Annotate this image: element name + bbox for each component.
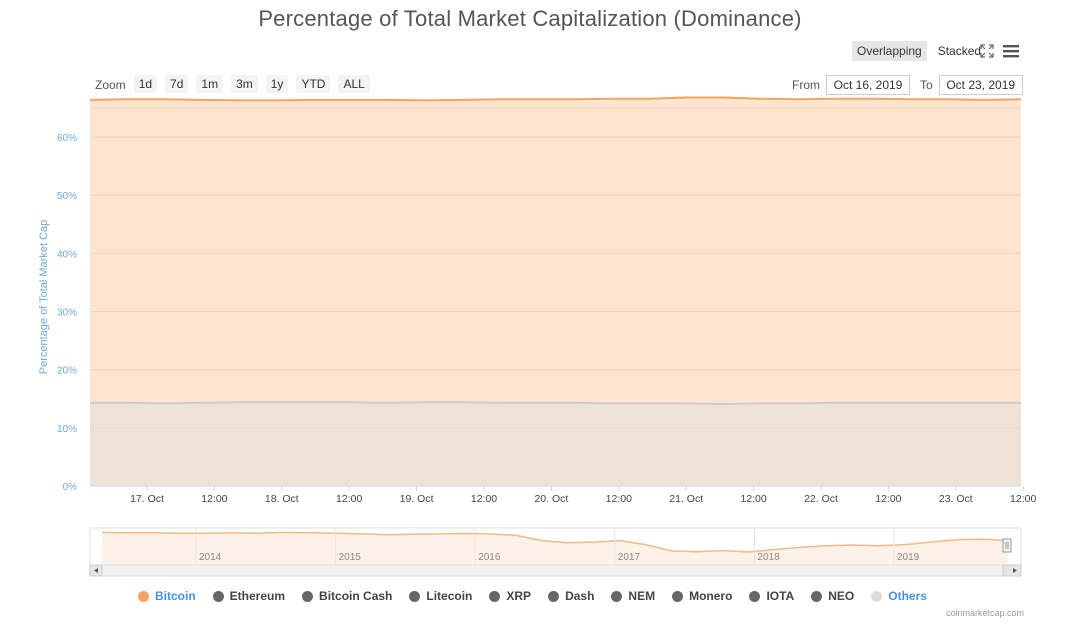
bitcoin-area <box>90 97 1021 486</box>
x-tick-label: 20. Oct <box>534 493 568 505</box>
navigator-line <box>101 531 1009 553</box>
y-tick-label: 60% <box>57 133 77 144</box>
stacked-button[interactable]: Stacked <box>937 44 982 58</box>
chart-title: Percentage of Total Market Capitalizatio… <box>258 6 802 31</box>
scrollbar-track <box>89 564 1022 577</box>
navigator-frame <box>89 527 1022 566</box>
scroll-left-arrow-icon <box>94 568 98 573</box>
navigator-area <box>102 532 1008 565</box>
zoom-bar: Zoom 1d 7d 1m 3m 1y YTD ALL <box>95 75 378 93</box>
zoom-1m-button[interactable]: 1m <box>196 75 224 93</box>
legend-item-iota[interactable]: IOTA <box>749 589 794 603</box>
hamburger-menu-icon[interactable] <box>1003 44 1019 58</box>
legend-label: Dash <box>565 589 595 603</box>
scrollbar-right-button <box>1002 564 1022 577</box>
legend-label: Others <box>888 589 927 603</box>
legend-item-nem[interactable]: NEM <box>611 589 655 603</box>
legend-item-neo[interactable]: NEO <box>811 589 854 603</box>
x-tick-label: 17. Oct <box>130 493 164 505</box>
legend-marker-icon <box>672 590 684 602</box>
x-tick-label: 19. Oct <box>400 493 434 505</box>
x-tick-label: 12:00 <box>201 493 227 505</box>
x-tick-label: 12:00 <box>875 493 901 505</box>
legend-marker-icon <box>302 590 314 602</box>
legend-item-bitcoin-cash[interactable]: Bitcoin Cash <box>302 589 392 603</box>
y-tick-label: 30% <box>57 308 77 319</box>
zoom-all-button[interactable]: ALL <box>338 75 370 93</box>
scroll-right-arrow-icon <box>1013 568 1017 573</box>
legend-label: NEM <box>628 589 656 603</box>
y-tick-label: 0% <box>63 482 78 493</box>
overlapping-button[interactable]: Overlapping <box>852 41 927 61</box>
from-date-input[interactable]: Oct 16, 2019 <box>826 75 910 95</box>
others-line <box>90 401 1021 406</box>
navigator-year-label: 2015 <box>339 552 362 563</box>
from-label: From <box>792 78 820 92</box>
legend-marker-icon <box>871 590 883 602</box>
zoom-label: Zoom <box>95 78 126 92</box>
legend-label: XRP <box>506 589 532 603</box>
navigator-year-label: 2016 <box>478 552 501 563</box>
y-axis-title: Percentage of Total Market Cap <box>38 220 50 375</box>
others-area <box>90 402 1021 486</box>
legend-label: Litecoin <box>426 589 473 603</box>
zoom-1d-button[interactable]: 1d <box>133 75 158 93</box>
legend-label: Bitcoin <box>155 589 196 603</box>
legend-marker-icon <box>611 590 623 602</box>
bitcoin-line <box>89 96 1022 102</box>
date-range-selector: From Oct 16, 2019 To Oct 23, 2019 <box>792 75 1023 95</box>
navigator-handle <box>1002 538 1012 553</box>
to-date-input[interactable]: Oct 23, 2019 <box>938 75 1023 95</box>
legend-label: Monero <box>689 589 733 603</box>
legend-label: Ethereum <box>229 589 286 603</box>
legend-marker-icon <box>138 590 149 602</box>
legend-marker-icon <box>212 590 224 602</box>
zoom-7d-button[interactable]: 7d <box>165 75 189 93</box>
x-tick-label: 12:00 <box>606 493 632 505</box>
legend: Bitcoin Ethereum Bitcoin Cash Litecoin X… <box>138 589 944 603</box>
y-tick-label: 40% <box>57 249 77 260</box>
legend-item-dash[interactable]: Dash <box>548 589 594 603</box>
y-tick-label: 50% <box>57 191 77 202</box>
navigator-year-label: 2018 <box>757 552 780 563</box>
legend-label: NEO <box>828 589 855 603</box>
to-label: To <box>920 78 933 92</box>
legend-item-bitcoin[interactable]: Bitcoin <box>138 589 196 603</box>
legend-marker-icon <box>811 590 823 602</box>
legend-item-monero[interactable]: Monero <box>672 589 732 603</box>
zoom-3m-button[interactable]: 3m <box>231 75 258 93</box>
zoom-ytd-button[interactable]: YTD <box>296 75 331 93</box>
plot-background <box>90 108 1021 486</box>
x-tick-label: 12:00 <box>740 493 766 505</box>
y-tick-label: 20% <box>57 366 77 377</box>
x-tick-label: 18. Oct <box>265 493 299 505</box>
fullscreen-icon[interactable] <box>980 44 994 58</box>
legend-marker-icon <box>749 590 761 602</box>
navigator-year-label: 2017 <box>618 552 641 563</box>
x-tick-label: 21. Oct <box>669 493 703 505</box>
legend-item-xrp[interactable]: XRP <box>489 589 531 603</box>
credit-text: coinmarketcap.com <box>946 608 1025 618</box>
x-tick-label: 23. Oct <box>939 493 973 505</box>
x-tick-label: 12:00 <box>1010 493 1036 505</box>
legend-marker-icon <box>409 590 421 602</box>
x-tick-label: 22. Oct <box>804 493 838 505</box>
x-tick-label: 12:00 <box>336 493 362 505</box>
view-mode-toggle: Overlapping Stacked <box>852 41 986 61</box>
legend-marker-icon <box>548 590 560 602</box>
y-tick-label: 10% <box>57 424 77 435</box>
x-tick-label: 12:00 <box>471 493 497 505</box>
navigator-year-label: 2019 <box>897 552 920 563</box>
legend-label: IOTA <box>766 589 795 603</box>
legend-item-ethereum[interactable]: Ethereum <box>212 589 286 603</box>
legend-item-others[interactable]: Others <box>871 589 927 603</box>
zoom-1y-button[interactable]: 1y <box>265 75 289 93</box>
navigator-year-label: 2014 <box>199 552 222 563</box>
legend-marker-icon <box>489 590 501 602</box>
legend-label: Bitcoin Cash <box>319 589 393 603</box>
legend-item-litecoin[interactable]: Litecoin <box>409 589 472 603</box>
